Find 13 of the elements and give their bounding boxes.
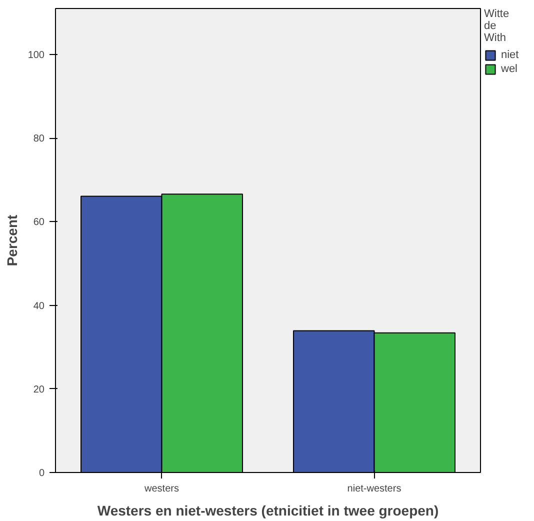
y-tick-label: 0 [38,468,45,479]
x-tick-label: westers [144,484,179,494]
y-tick-label: 80 [33,134,45,145]
legend-title: Witte de With [484,8,510,44]
y-tick-label: 100 [28,50,45,61]
x-tick-label: niet-westers [347,484,402,494]
y-axis-title: Percent [4,214,20,266]
legend-label: wel [501,63,519,75]
x-axis-title: Westers en niet-westers (etnicitiet in twee groepen) [97,502,439,518]
y-tick-label: 60 [33,217,45,228]
legend-label: niet [501,49,520,61]
y-tick-label: 20 [33,384,45,396]
y-tick-label: 40 [33,300,45,312]
